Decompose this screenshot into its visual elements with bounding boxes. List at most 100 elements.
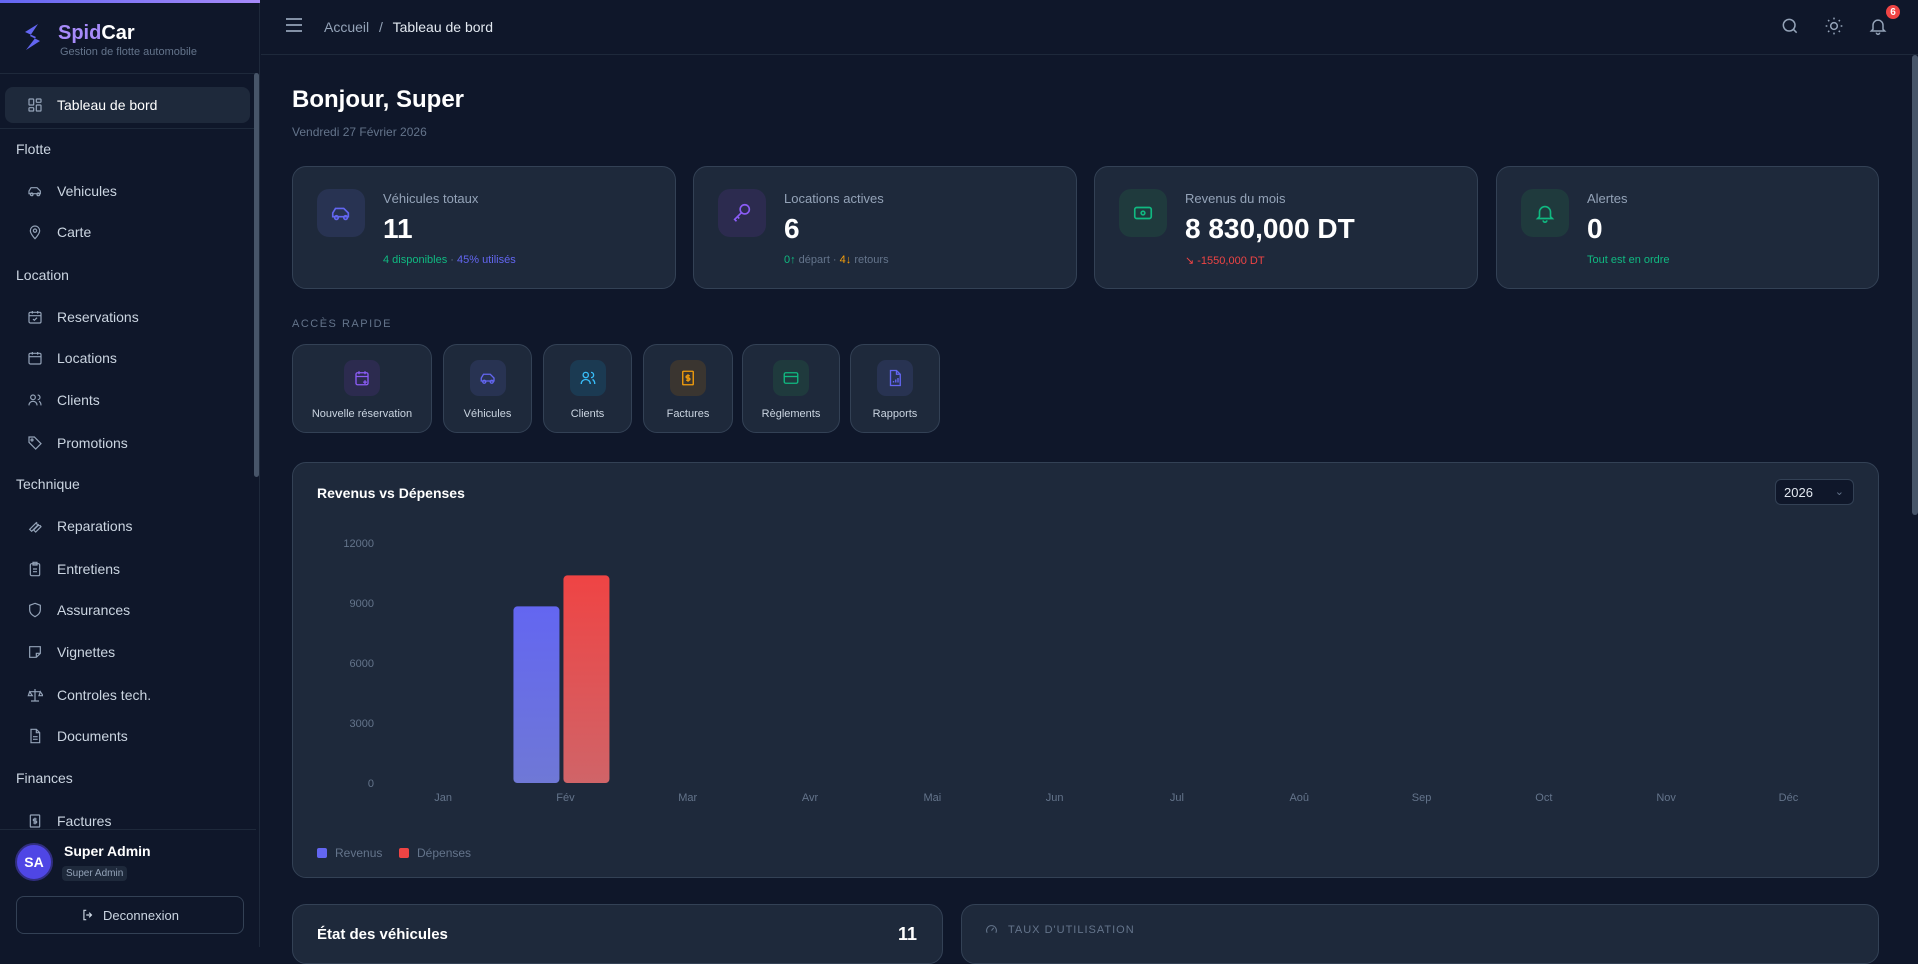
x-tick-label: Jun [1046, 792, 1064, 804]
sidebar-item-promotions[interactable]: Promotions [5, 425, 250, 461]
sidebar-item-label: Reparations [57, 518, 133, 534]
top-header [261, 0, 1918, 55]
menu-icon[interactable] [285, 17, 303, 33]
avatar: SA [15, 843, 53, 881]
search-button[interactable] [1780, 16, 1800, 36]
sidebar-scrollbar[interactable] [254, 73, 259, 477]
quick-reports[interactable]: Rapports [850, 344, 940, 433]
car-icon [331, 207, 350, 221]
sidebar-item-vehicules[interactable]: Vehicules [5, 173, 250, 209]
bar-revenus[interactable] [513, 606, 560, 783]
x-tick-label: Sep [1412, 792, 1432, 804]
legend-label: Revenus [335, 846, 383, 860]
x-tick-label: Mai [923, 792, 941, 804]
quick-invoices[interactable]: Factures [643, 344, 733, 433]
logout-icon [83, 909, 93, 921]
sidebar-item-label: Factures [57, 813, 112, 829]
file-text-icon [30, 728, 41, 744]
sidebar-item-controles-tech[interactable]: Controles tech. [5, 677, 250, 713]
sidebar-item-documents[interactable]: Documents [5, 718, 250, 754]
bar-dépenses[interactable] [563, 575, 610, 783]
breadcrumb: Accueil / Tableau de bord [324, 19, 493, 35]
sidebar-item-entretiens[interactable]: Entretiens [5, 551, 250, 587]
invoice-icon [29, 814, 41, 828]
users-icon [28, 394, 42, 406]
sidebar-item-label: Vignettes [57, 644, 116, 660]
stat-value: 11 [383, 213, 413, 244]
year-value: 2026 [1784, 484, 1813, 500]
credit-card-icon [783, 372, 799, 384]
quick-access-title: ACCÈS RAPIDE [292, 318, 392, 330]
bell-icon [1535, 205, 1555, 223]
stat-card-revenue[interactable]: Revenus du mois 8 830,000 DT ↘ -1550,000… [1094, 166, 1478, 289]
section-finances: Finances [16, 770, 73, 786]
sidebar-item-reservations[interactable]: Reservations [5, 299, 250, 335]
usage-percent: 45% utilisés [457, 254, 516, 266]
gauge-icon [986, 925, 997, 933]
legend-depenses[interactable]: Dépenses [399, 846, 471, 860]
sun-icon [1825, 17, 1843, 35]
stat-card-vehicles[interactable]: Véhicules totaux 11 4 disponibles · 45% … [292, 166, 676, 289]
tile-label: Rapports [872, 408, 918, 420]
vehicle-status-count: 11 [898, 924, 918, 944]
sidebar-item-locations[interactable]: Locations [5, 340, 250, 376]
logout-button[interactable]: Deconnexion [16, 896, 244, 934]
stat-label: Alertes [1587, 191, 1628, 206]
y-tick-label: 12000 [343, 538, 374, 550]
stat-card-rentals[interactable]: Locations actives 6 0↑ départ · 4↓ retou… [693, 166, 1077, 289]
search-icon [1782, 18, 1798, 34]
shield-icon [29, 602, 41, 618]
legend-swatch [399, 848, 409, 858]
sidebar-item-tableau-de-bord[interactable]: Tableau de bord [5, 87, 250, 123]
calendar-icon [28, 352, 42, 365]
breadcrumb-root[interactable]: Accueil [324, 19, 370, 35]
calendar-check-icon [28, 311, 42, 324]
y-tick-label: 9000 [350, 598, 374, 610]
quick-vehicles[interactable]: Véhicules [443, 344, 532, 433]
sticker-icon [29, 646, 41, 658]
sidebar-item-assurances[interactable]: Assurances [5, 592, 250, 628]
x-tick-label: Mar [678, 792, 697, 804]
sidebar-item-reparations[interactable]: Reparations [5, 508, 250, 544]
sidebar [0, 0, 260, 947]
stat-card-alerts[interactable]: Alertes 0 Tout est en ordre [1496, 166, 1879, 289]
x-tick-label: Fév [556, 792, 575, 804]
quick-payments[interactable]: Règlements [742, 344, 840, 433]
brand-name-a: Spid [58, 22, 102, 44]
vehicle-status-title: État des véhicules [317, 926, 448, 943]
y-tick-label: 3000 [350, 718, 374, 730]
legend-label: Dépenses [417, 846, 472, 860]
logo-icon [25, 24, 40, 50]
returns-count: 4↓ [839, 254, 852, 266]
sidebar-item-label: Entretiens [57, 561, 121, 577]
theme-toggle[interactable] [1824, 16, 1844, 36]
x-tick-label: Déc [1779, 792, 1799, 804]
stat-value: 8 830,000 DT [1185, 213, 1355, 244]
notification-badge: 6 [1886, 5, 1900, 19]
legend-revenus[interactable]: Revenus [317, 846, 382, 860]
stat-value: 0 [1587, 213, 1603, 244]
sidebar-item-factures[interactable]: Factures [5, 803, 250, 839]
banknote-icon [1133, 206, 1153, 220]
year-select[interactable]: 2026 ⌄ [1775, 479, 1854, 505]
accent-strip [0, 0, 260, 3]
tile-label: Règlements [761, 408, 821, 420]
sidebar-item-clients[interactable]: Clients [5, 382, 250, 418]
notifications-button[interactable] [1868, 16, 1888, 36]
section-location: Location [16, 267, 69, 283]
user-role: Super Admin [62, 866, 128, 881]
quick-new-reservation[interactable]: Nouvelle réservation [292, 344, 432, 433]
main-scrollbar[interactable] [1912, 55, 1918, 515]
tile-label: Clients [570, 408, 605, 420]
departures-count: 0↑ [784, 254, 796, 266]
sidebar-item-carte[interactable]: Carte [5, 214, 250, 250]
sidebar-item-label: Clients [57, 392, 100, 408]
sidebar-item-vignettes[interactable]: Vignettes [5, 634, 250, 670]
sidebar-item-label: Vehicules [57, 183, 117, 199]
key-icon [733, 203, 751, 222]
sidebar-item-label: Promotions [57, 435, 128, 451]
x-tick-label: Avr [802, 792, 819, 804]
quick-clients[interactable]: Clients [543, 344, 632, 433]
scale-icon [27, 689, 43, 702]
x-tick-label: Oct [1535, 792, 1552, 804]
